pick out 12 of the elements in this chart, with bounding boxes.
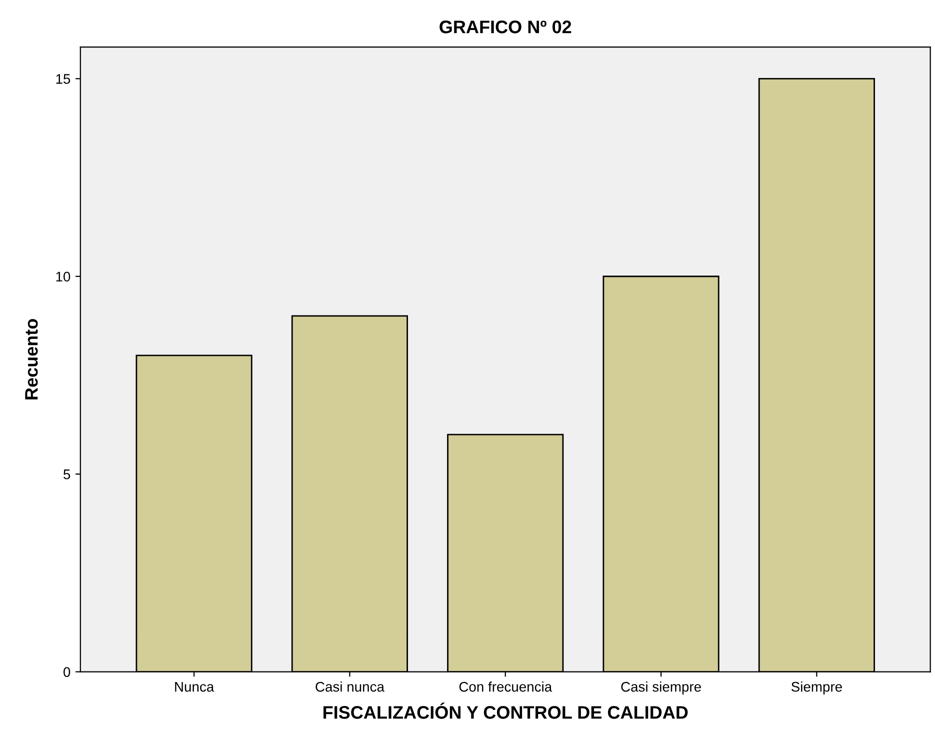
x-tick-label: Con frecuencia (459, 682, 552, 692)
chart-title: GRAFICO Nº 02 (440, 20, 572, 34)
y-axis-title: Recuento (25, 318, 38, 400)
x-tick-label: Casi nunca (316, 682, 384, 692)
y-tick-label: 5 (64, 470, 70, 480)
y-tick-label: 15 (56, 74, 70, 84)
x-tick-label: Nunca (175, 682, 214, 692)
x-tick-label: Casi siempre (621, 682, 701, 694)
y-tick-label: 10 (56, 272, 70, 282)
x-tick-label: Siempre (791, 682, 842, 694)
y-tick-label: 0 (64, 667, 70, 677)
x-axis-title: FISCALIZACIÓN Y CONTROL DE CALIDAD (323, 702, 688, 719)
